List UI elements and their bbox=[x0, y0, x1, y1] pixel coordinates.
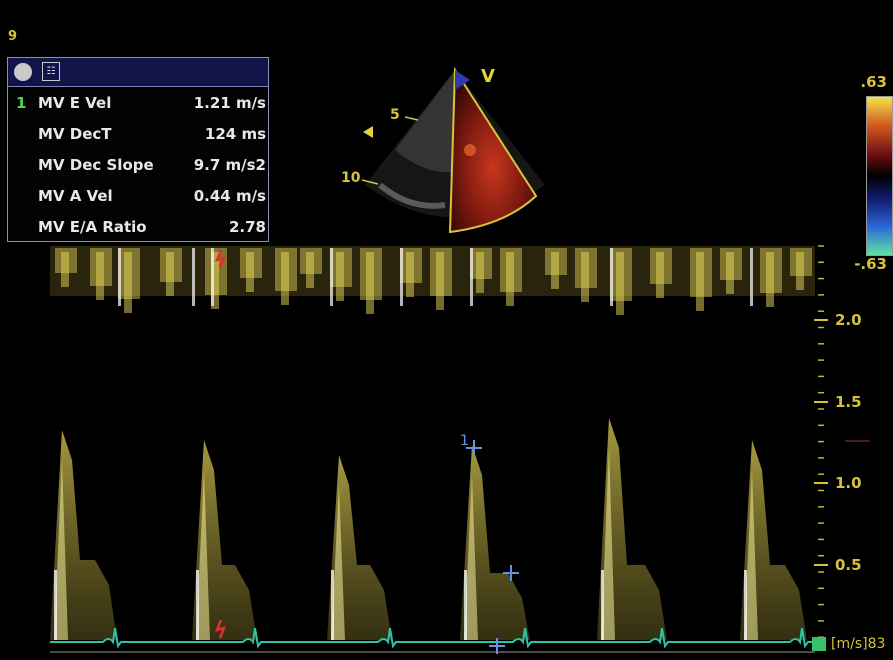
measurement-value: 2.78 bbox=[228, 218, 266, 236]
sector-view-marker: V bbox=[481, 66, 495, 87]
measurement-label: MV E Vel bbox=[38, 94, 112, 112]
caliper-baseline bbox=[489, 638, 505, 654]
measurement-value: 9.7 m/s2 bbox=[193, 156, 266, 174]
caliper-a-wave bbox=[503, 565, 519, 581]
velocity-label-1-5: 1.5 bbox=[835, 393, 862, 411]
measurement-label: MV A Vel bbox=[38, 187, 113, 205]
record-dot-icon[interactable] bbox=[14, 63, 32, 81]
measurement-panel-header: ☷ bbox=[8, 58, 268, 87]
color-scale-bottom-label: -.63 bbox=[854, 255, 887, 273]
measurement-label: MV DecT bbox=[38, 125, 112, 143]
ecg-trace bbox=[50, 627, 815, 649]
sector-depth-mark-5: 5 bbox=[390, 107, 400, 123]
measurement-value: 0.44 m/s bbox=[193, 187, 266, 205]
velocity-label-1-0: 1.0 bbox=[835, 474, 862, 492]
color-scale-top-label: .63 bbox=[860, 73, 887, 91]
measurement-label: MV Dec Slope bbox=[38, 156, 154, 174]
velocity-label-0-5: 0.5 bbox=[835, 556, 862, 574]
measurement-row-dec-slope: MV Dec Slope 9.7 m/s2 bbox=[8, 156, 270, 180]
measurement-row-e-vel: 1 MV E Vel 1.21 m/s bbox=[8, 94, 270, 118]
trigger-marker-bottom bbox=[214, 619, 227, 639]
caliper-index-label: 1 bbox=[460, 433, 469, 449]
measurement-row-dect: MV DecT 124 ms bbox=[8, 125, 270, 149]
velocity-label-2-0: 2.0 bbox=[835, 311, 862, 329]
corner-number: 9 bbox=[8, 29, 18, 44]
measurement-table-icon[interactable]: ☷ bbox=[42, 62, 60, 81]
velocity-unit-label: [m/s]83 bbox=[831, 636, 886, 652]
caliper-e-wave bbox=[466, 440, 482, 456]
measurement-row-a-vel: MV A Vel 0.44 m/s bbox=[8, 187, 270, 211]
measurement-value: 1.21 m/s bbox=[193, 94, 266, 112]
color-velocity-bar bbox=[866, 96, 893, 256]
sector-depth-mark-10: 10 bbox=[341, 170, 361, 186]
measurement-row-ea-ratio: MV E/A Ratio 2.78 bbox=[8, 218, 270, 242]
velocity-scale-ticks bbox=[814, 245, 828, 638]
trigger-marker-top bbox=[214, 249, 227, 269]
doppler-spectrum bbox=[50, 246, 815, 640]
measurement-value: 124 ms bbox=[204, 125, 266, 143]
measurement-panel: ☷ 1 MV E Vel 1.21 m/s MV DecT 124 ms MV … bbox=[7, 57, 269, 242]
unit-marker-icon bbox=[812, 637, 826, 651]
echo-sector-view bbox=[361, 66, 545, 234]
measurement-label: MV E/A Ratio bbox=[38, 218, 147, 236]
measurement-index: 1 bbox=[16, 94, 27, 112]
